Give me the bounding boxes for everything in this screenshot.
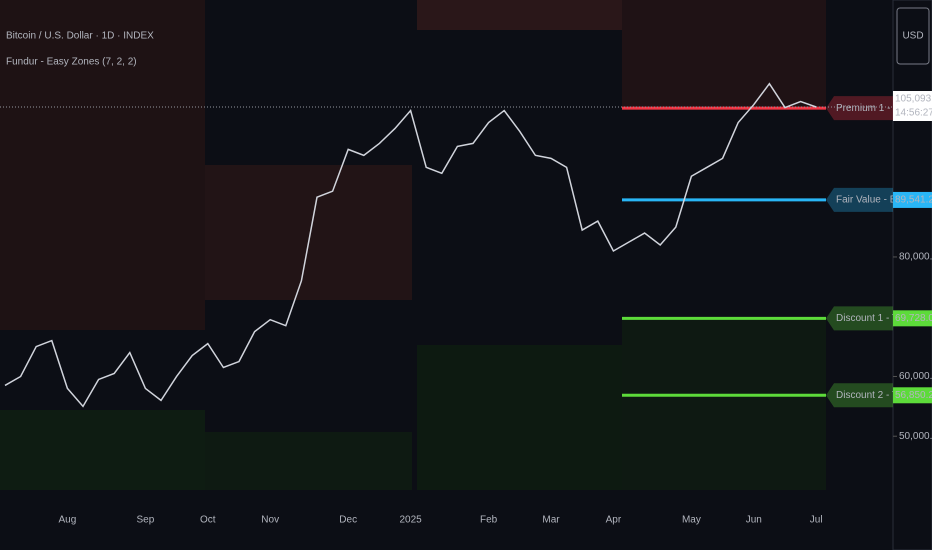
level-price: 89,541.24	[895, 195, 932, 206]
zone-premium-bg	[205, 165, 412, 300]
zone-premium-bg	[417, 0, 622, 30]
zone-premium-bg	[622, 0, 826, 110]
x-tick-label: May	[682, 515, 701, 526]
zone-discount-bg	[417, 345, 622, 490]
last-price: 105,093.30	[895, 94, 932, 105]
level-price: 56,850.27	[895, 390, 932, 401]
level-price: 69,728.07	[895, 313, 932, 324]
x-tick-label: Dec	[339, 515, 357, 526]
last-price-box	[893, 91, 932, 122]
level-tag	[826, 187, 893, 212]
level-price-box	[893, 191, 932, 208]
x-tick-label: Nov	[261, 515, 279, 526]
zone-discount-bg	[0, 410, 205, 490]
x-tick-label: Aug	[59, 515, 77, 526]
level-price-box	[893, 310, 932, 327]
price-line	[4, 82, 817, 408]
level-price-box	[893, 387, 932, 404]
chart-title: Bitcoin / U.S. Dollar · 1D · INDEX	[6, 31, 154, 42]
level-tag	[826, 383, 893, 408]
x-tick-label: Jun	[746, 515, 762, 526]
zone-premium-bg	[0, 0, 205, 330]
x-tick-label: Mar	[542, 515, 560, 526]
y-tick-label: 50,000.00	[899, 431, 932, 442]
x-tick-label: Oct	[200, 515, 216, 526]
level-name: Discount 1 - TP1 - 69	[836, 313, 931, 324]
zone-discount-bg	[622, 318, 826, 490]
currency: USD	[902, 31, 923, 42]
level-name: Discount 2 - TP2 - 56	[836, 390, 931, 401]
price-axis	[892, 0, 932, 550]
x-tick-label: 2025	[399, 515, 422, 526]
y-tick-label: 60,000.00	[899, 371, 932, 382]
y-tick-label: 80,000.00	[899, 252, 932, 263]
level-tag	[826, 306, 893, 331]
zone-discount-bg	[205, 432, 412, 490]
indicator-name: Fundur - Easy Zones (7, 2, 2)	[6, 57, 137, 68]
x-tick-label: Feb	[480, 515, 498, 526]
countdown: 14:56:27	[895, 108, 932, 119]
level-name: Premium 1 - TP1 - 1	[836, 103, 926, 114]
level-tag	[826, 96, 893, 121]
plot: 50,000.00 60,000.00 80,000.00 Aug Sep Oct Nov D…	[0, 82, 932, 526]
level-name: Fair Value - Entry - 8	[836, 195, 928, 206]
x-tick-label: Apr	[606, 515, 622, 526]
currency-box[interactable]	[896, 7, 930, 65]
x-tick-label: Jul	[810, 515, 823, 526]
x-tick-label: Sep	[137, 515, 155, 526]
